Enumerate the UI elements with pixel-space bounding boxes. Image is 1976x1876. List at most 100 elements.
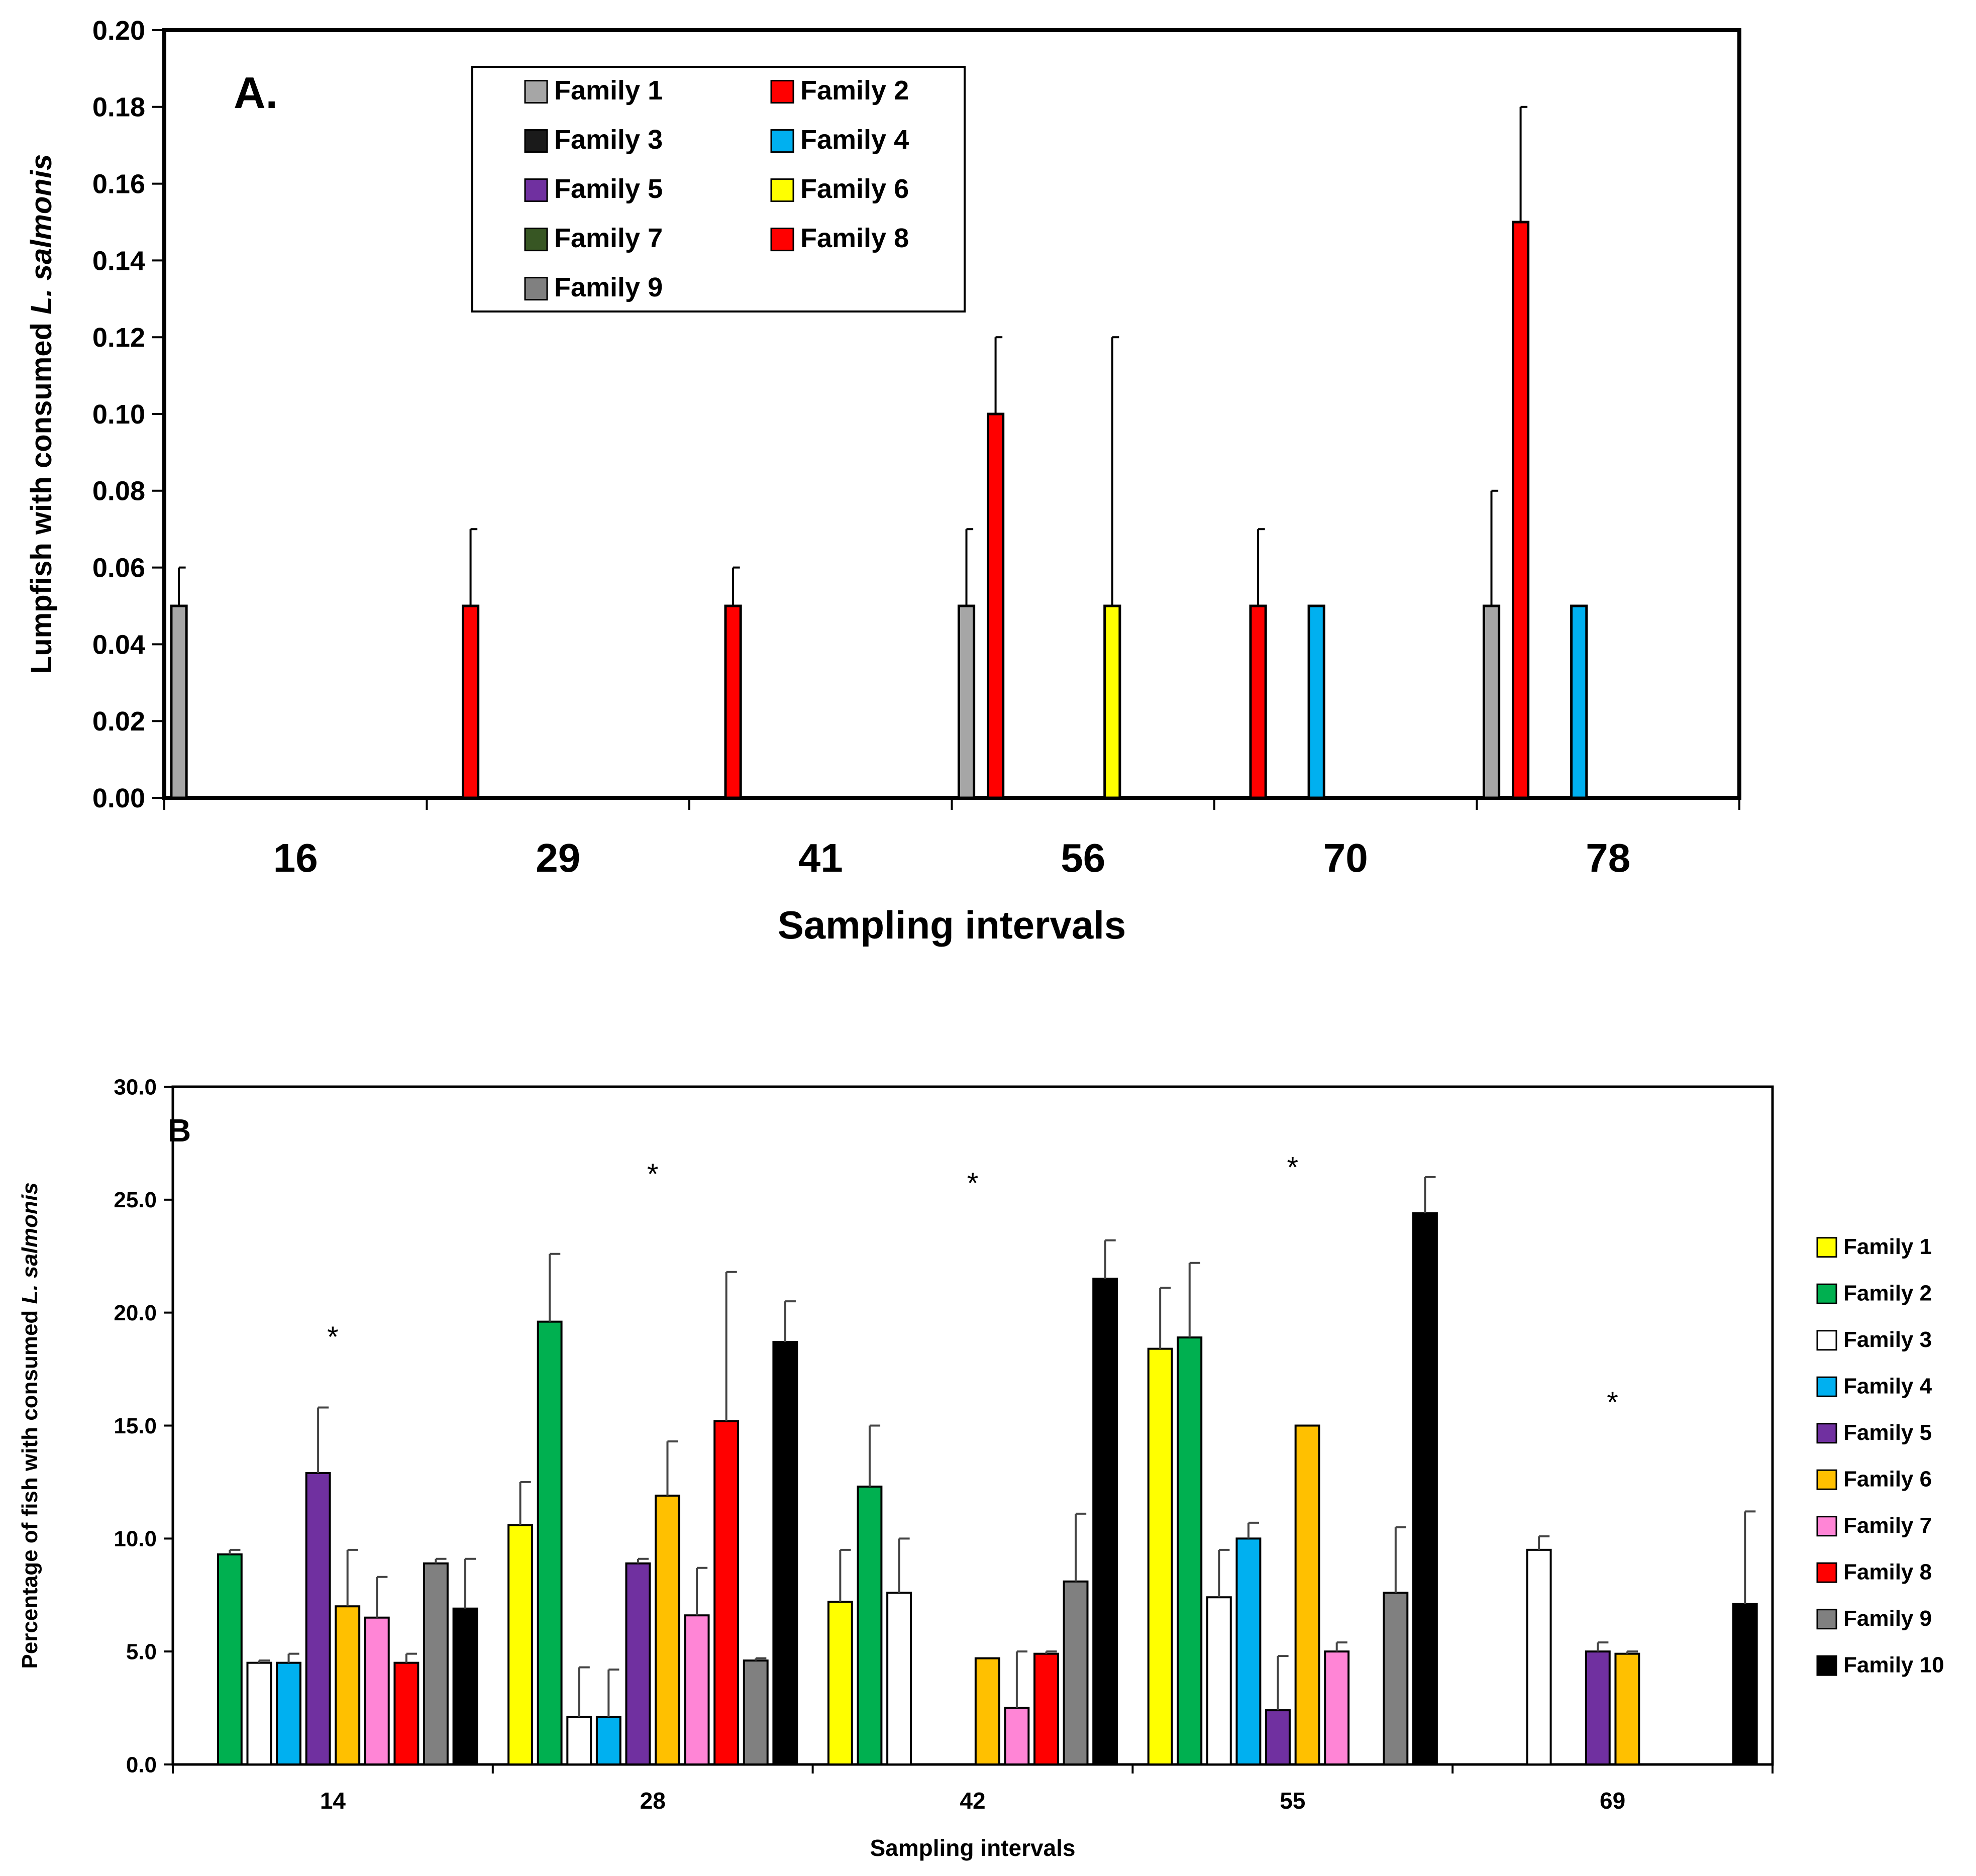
b-y-axis-title: Percentage of fish with consumed L. salm… [18, 1182, 42, 1669]
a-bar-family-4-70 [1307, 604, 1325, 799]
chart-panel-b: 0.0 5.0 10.0 15.0 20.0 25.0 30.0 14 28 42 55 69 * * * *… [18, 1075, 1944, 1861]
a-legend-label-1: Family 1 [554, 75, 663, 106]
a-y-tick-label: 0.08 [92, 476, 145, 506]
b-significance-marker: * [647, 1158, 659, 1191]
a-legend-swatch-2 [770, 80, 794, 104]
b-bar-family-10-42 [1092, 1278, 1118, 1765]
a-y-tick-label: 0.06 [92, 553, 145, 583]
b-y-tick-label: 0.0 [126, 1752, 157, 1777]
a-y-tick-label: 0.02 [92, 706, 145, 737]
b-bar-family-4-55 [1235, 1537, 1262, 1765]
b-legend-swatch-5 [1816, 1423, 1837, 1444]
b-legend-label-3: Family 3 [1843, 1327, 1932, 1352]
b-bar-family-7-55 [1324, 1650, 1350, 1766]
a-legend-swatch-6 [770, 178, 794, 202]
a-x-tick-label: 70 [1323, 836, 1368, 880]
b-legend-swatch-6 [1816, 1469, 1837, 1490]
a-bar-family-1-56 [957, 604, 976, 799]
a-y-axis-title-species: L. salmonis [25, 154, 58, 315]
b-legend-label-2: Family 2 [1843, 1281, 1932, 1306]
b-bar-family-3-42 [886, 1592, 912, 1766]
a-bar-family-6-56 [1103, 604, 1121, 799]
b-bar-family-6-14 [335, 1605, 361, 1766]
a-bar-family-2-78 [1511, 221, 1530, 799]
b-significance-marker: * [967, 1167, 979, 1200]
a-bar-family-2-70 [1249, 604, 1267, 799]
b-legend-label-7: Family 7 [1843, 1513, 1932, 1538]
b-y-tick-label: 20.0 [114, 1301, 157, 1325]
a-legend-swatch-5 [524, 178, 548, 202]
b-bar-family-10-69 [1732, 1603, 1758, 1765]
b-y-axis-title-species: L. salmonis [18, 1182, 42, 1304]
b-bar-family-3-55 [1206, 1596, 1232, 1765]
b-bar-family-2-42 [857, 1485, 883, 1765]
a-legend-swatch-1 [524, 80, 548, 104]
b-bar-family-1-42 [827, 1601, 853, 1765]
a-legend-label-8: Family 8 [800, 223, 909, 253]
b-x-tick-label: 14 [320, 1788, 346, 1814]
a-x-tick-label: 41 [798, 836, 843, 880]
b-bar-family-2-55 [1177, 1336, 1203, 1765]
b-bar-family-10-55 [1412, 1212, 1438, 1765]
a-y-tick-label: 0.16 [92, 169, 145, 199]
a-y-tick-label: 0.12 [92, 323, 145, 353]
b-bar-family-7-28 [684, 1614, 710, 1765]
b-bar-family-10-14 [452, 1607, 478, 1765]
b-significance-marker: * [1607, 1386, 1618, 1419]
a-legend-label-3: Family 3 [554, 125, 663, 155]
b-panel-label: B [168, 1112, 191, 1149]
a-x-tick-label: 78 [1586, 836, 1630, 880]
b-y-tick-label: 5.0 [126, 1640, 157, 1664]
b-legend-label-10: Family 10 [1843, 1653, 1944, 1678]
b-significance-marker: * [1287, 1152, 1299, 1184]
b-bar-family-8-42 [1033, 1652, 1059, 1765]
a-legend-label-9: Family 9 [554, 272, 663, 302]
b-bar-family-7-14 [364, 1616, 390, 1765]
a-y-tick-label: 0.18 [92, 92, 145, 123]
chart-panel-a: 0.00 0.02 0.04 0.06 0.08 0.10 0.12 0.14 0.16 0.18… [25, 16, 1741, 947]
b-bar-family-6-42 [974, 1657, 1000, 1766]
b-legend-swatch-2 [1816, 1283, 1837, 1304]
b-bar-family-8-28 [713, 1420, 740, 1765]
b-bar-family-4-14 [276, 1661, 301, 1765]
a-legend-box [471, 66, 966, 312]
a-legend-swatch-7 [524, 228, 548, 252]
b-x-tick-label: 55 [1280, 1788, 1305, 1814]
a-x-tick-label: 56 [1061, 836, 1105, 880]
b-x-tick-label: 42 [960, 1788, 985, 1814]
a-bar-family-2-56 [986, 412, 1005, 799]
b-bar-family-5-28 [625, 1562, 651, 1765]
a-bar-family-4-78 [1570, 604, 1588, 799]
b-bar-family-10-28 [772, 1341, 798, 1765]
a-legend: Family 1 Family 2 Family 3 Family 4 Family 5… [471, 66, 966, 312]
b-legend-label-8: Family 8 [1843, 1560, 1932, 1585]
b-y-tick-label: 30.0 [114, 1075, 157, 1099]
a-legend-swatch-8 [770, 228, 794, 252]
b-legend-label-4: Family 4 [1843, 1374, 1932, 1399]
a-bar-family-1-78 [1482, 604, 1501, 799]
b-y-tick-label: 25.0 [114, 1188, 157, 1212]
b-y-tick-label: 15.0 [114, 1414, 157, 1438]
b-legend-swatch-7 [1816, 1516, 1837, 1537]
a-y-axis-title: Lumpfish with consumed L. salmonis [25, 154, 58, 674]
a-panel-label: A. [234, 68, 278, 118]
b-legend-label-9: Family 9 [1843, 1606, 1932, 1631]
a-y-tick-label: 0.14 [92, 246, 145, 276]
b-legend-swatch-10 [1816, 1655, 1837, 1676]
a-bar-family-2-29 [461, 604, 480, 799]
a-legend-swatch-9 [524, 277, 548, 301]
a-x-tick-label: 29 [536, 836, 580, 880]
b-bar-family-6-55 [1294, 1424, 1320, 1765]
b-bar-family-3-14 [246, 1661, 272, 1765]
a-legend-label-6: Family 6 [800, 174, 909, 204]
b-legend-swatch-9 [1816, 1609, 1837, 1630]
a-legend-label-4: Family 4 [800, 125, 909, 155]
b-bar-family-1-28 [507, 1524, 533, 1765]
b-legend-swatch-1 [1816, 1237, 1837, 1258]
b-bar-family-5-55 [1265, 1709, 1291, 1766]
b-bar-family-2-14 [217, 1553, 243, 1766]
b-bar-family-9-42 [1063, 1580, 1089, 1766]
b-legend-swatch-4 [1816, 1376, 1837, 1397]
b-bar-family-3-28 [566, 1716, 592, 1766]
